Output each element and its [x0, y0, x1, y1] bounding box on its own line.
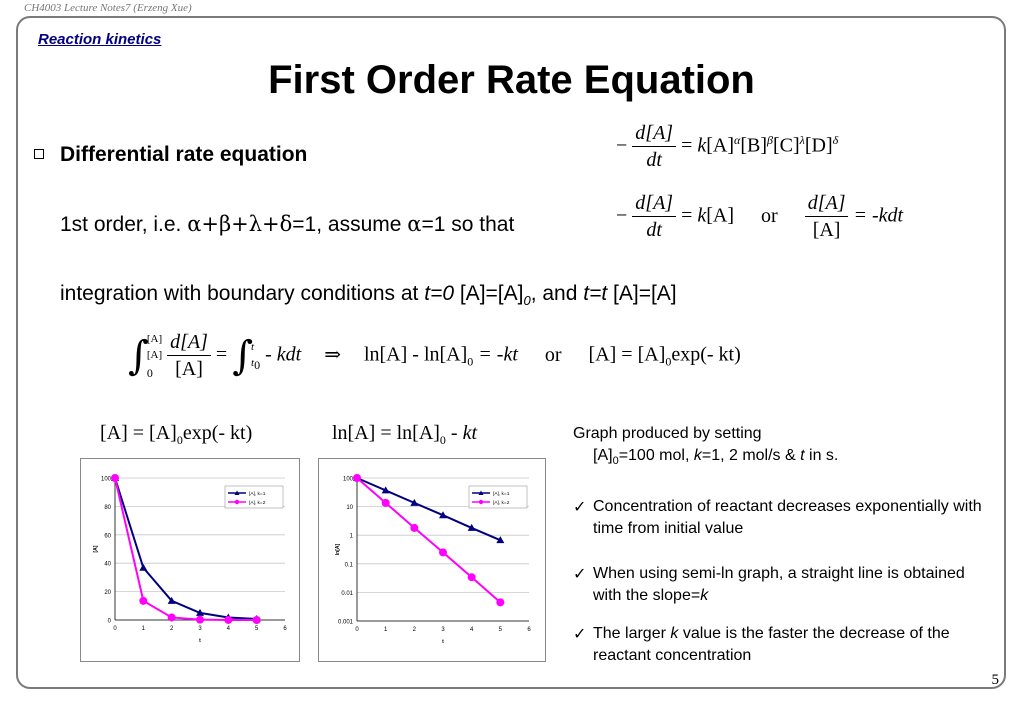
data-point: [252, 615, 261, 624]
legend-label: [A], k=1: [493, 491, 510, 497]
y-tick-label: 0.1: [345, 562, 354, 568]
y-tick-label: 0.001: [338, 620, 354, 626]
legend-marker: [478, 490, 484, 495]
rate-equation-general: − d[A] dt = k[A]α[B]β[C]λ[D]δ: [616, 122, 839, 171]
y-tick-label: 100: [343, 477, 354, 483]
x-tick-label: 0: [113, 626, 117, 632]
graph-note-line2: [A]0=100 mol, k=1, 2 mol/s & t in s.: [593, 447, 839, 468]
conclusion-1: ✓ Concentration of reactant decreases exp…: [573, 496, 993, 540]
data-point: [439, 511, 447, 519]
data-point: [167, 613, 176, 622]
data-point: [467, 523, 476, 531]
graph-note: Graph produced by setting [A]0=100 mol, …: [573, 423, 993, 472]
data-point: [496, 536, 505, 544]
y-tick-label: 60: [104, 533, 111, 539]
y-axis-label: [A]: [93, 545, 99, 552]
conclusion-3: ✓ The larger k value is the faster the de…: [573, 623, 993, 667]
y-tick-label: 40: [104, 562, 111, 568]
y-tick-label: 20: [104, 590, 111, 596]
data-point: [167, 596, 176, 604]
series-line: [356, 477, 501, 604]
bullet-heading: Differential rate equation: [60, 143, 308, 166]
page-number: 5: [991, 672, 1000, 688]
data-point: [381, 498, 390, 507]
y-tick-label: 80: [104, 505, 111, 511]
y-tick-label: 0.01: [341, 591, 353, 597]
section-title: Reaction kinetics: [38, 31, 162, 48]
legend-label: [A], k=2: [493, 500, 510, 506]
data-point: [439, 548, 447, 557]
data-point: [139, 563, 148, 571]
data-point: [353, 474, 361, 482]
legend-label: [A], k=1: [249, 491, 266, 497]
slide-frame: [16, 16, 1006, 689]
x-tick-label: 1: [142, 626, 146, 632]
integral-equation: ∫ [A] [A] 0 d[A] [A] = ∫t t0 - kdt ⇒ ln[A] - …: [128, 331, 741, 381]
linear-chart: 0 20 40 60 80 100 0 1 2 3 4 5 6 t [A] [A], k=1 [A], k=2: [80, 458, 300, 662]
x-tick-label: 2: [170, 626, 174, 632]
check-icon: ✓: [573, 497, 587, 516]
x-tick-label: 1: [384, 627, 388, 633]
data-point: [196, 608, 204, 616]
check-icon: ✓: [573, 624, 587, 643]
page-title: First Order Rate Equation: [268, 58, 755, 102]
y-tick-label: 100: [101, 477, 112, 483]
graph-note-line1: Graph produced by setting: [573, 425, 762, 442]
first-order-condition: 1st order, i.e. α+β+λ+δ=1, assume α=1 so…: [60, 212, 515, 236]
series-line: [114, 477, 257, 621]
legend-label: [A], k=2: [249, 500, 266, 506]
data-point: [139, 596, 148, 605]
data-point: [410, 523, 419, 532]
conclusion-2: ✓ When using semi-ln graph, a straight li…: [573, 563, 993, 607]
legend-marker: [478, 499, 484, 505]
legend-marker: [234, 499, 240, 505]
y-tick-label: 1: [350, 534, 354, 540]
legend-marker: [234, 490, 240, 495]
data-point: [196, 615, 204, 624]
data-point: [381, 486, 390, 494]
log-chart-svg: 0.001 0.01 0.1 1 10 100 0 1 2 3 4 5 6 t ln[A] [A], k=1 […: [335, 474, 531, 645]
x-tick-label: 3: [198, 626, 202, 632]
x-tick-label: 5: [255, 626, 259, 632]
x-axis-label: t: [442, 639, 444, 645]
data-point: [496, 598, 505, 607]
data-point: [410, 498, 419, 506]
data-point: [111, 474, 119, 482]
chart2-equation: ln[A] = ln[A]0 - kt: [332, 422, 478, 447]
x-tick-label: 5: [499, 627, 503, 633]
header-text: CH4003 Lecture Notes7 (Erzeng Xue): [24, 2, 192, 14]
x-tick-label: 4: [470, 627, 474, 633]
series-line: [356, 477, 501, 542]
data-point: [467, 573, 476, 582]
x-tick-label: 6: [527, 627, 531, 633]
x-tick-label: 4: [227, 626, 231, 632]
linear-chart-svg: 0 20 40 60 80 100 0 1 2 3 4 5 6 t [A] [A], k=1 [A], k=2: [93, 474, 287, 644]
data-point: [224, 615, 233, 624]
x-tick-label: 2: [413, 627, 417, 633]
x-tick-label: 3: [441, 627, 445, 633]
x-axis-label: t: [199, 638, 201, 644]
log-chart: 0.001 0.01 0.1 1 10 100 0 1 2 3 4 5 6 t ln[A] [A], k=1 […: [318, 458, 546, 662]
rate-equation-first-order: − d[A] dt = k[A] or d[A] [A] = -kdt: [616, 192, 904, 241]
bullet-square-icon: [34, 149, 44, 159]
chart1-equation: [A] = [A]0exp(- kt): [100, 422, 253, 447]
series-line: [114, 477, 257, 621]
x-tick-label: 0: [355, 627, 359, 633]
y-axis-label: ln[A]: [335, 543, 341, 555]
x-tick-label: 6: [283, 626, 287, 632]
y-tick-label: 0: [108, 619, 112, 625]
check-icon: ✓: [573, 564, 587, 583]
boundary-conditions: integration with boundary conditions at …: [60, 282, 677, 309]
y-tick-label: 10: [346, 505, 353, 511]
